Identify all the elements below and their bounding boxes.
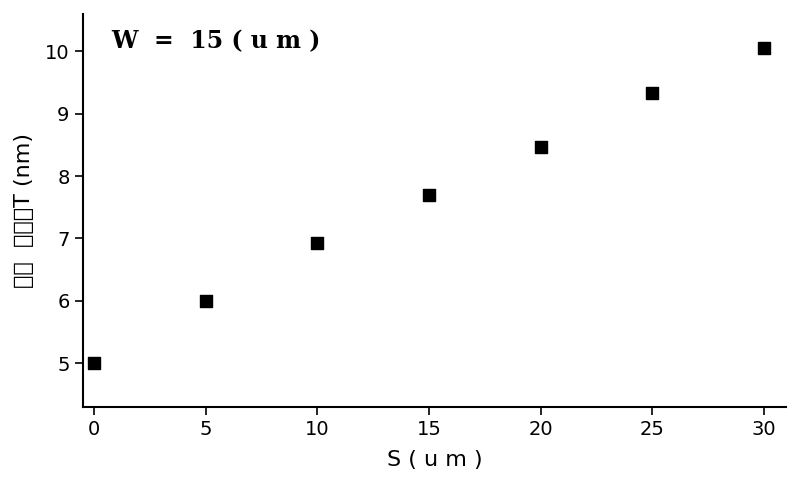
Point — [534, 143, 547, 151]
Point — [199, 297, 212, 304]
Y-axis label: 量子  阱厚度T (nm): 量子 阱厚度T (nm) — [14, 133, 34, 288]
Point — [87, 359, 100, 367]
Point — [758, 45, 770, 52]
Point — [311, 239, 324, 247]
Point — [422, 191, 435, 198]
X-axis label: S ( u m ): S ( u m ) — [386, 450, 482, 470]
Text: W  =  15 ( u m ): W = 15 ( u m ) — [111, 30, 320, 54]
Point — [646, 89, 658, 97]
